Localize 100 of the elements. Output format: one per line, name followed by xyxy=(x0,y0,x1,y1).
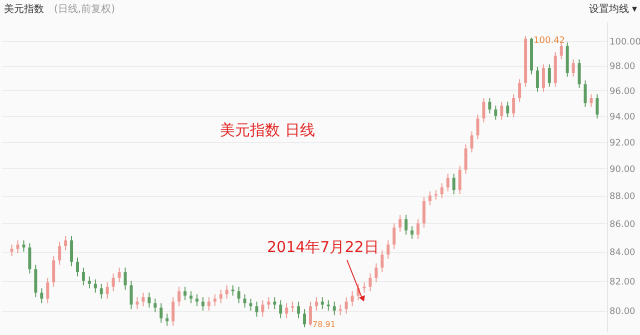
candlestick xyxy=(88,276,91,289)
y-tick-label: 92.00 xyxy=(610,138,636,148)
candlestick xyxy=(338,304,342,316)
candlestick xyxy=(124,267,127,290)
candlestick xyxy=(578,58,581,88)
candlestick xyxy=(314,296,318,312)
annotation: 100.42 xyxy=(534,36,566,46)
text: 设置均线 ▾ xyxy=(588,3,637,15)
candlestick xyxy=(398,214,402,232)
y-tick-label: 94.00 xyxy=(610,112,636,122)
candlestick xyxy=(255,301,258,318)
candlestick xyxy=(261,300,264,318)
candlestick xyxy=(249,298,252,312)
candlestick xyxy=(560,42,563,60)
candlestick xyxy=(470,130,474,153)
candlestick xyxy=(416,218,420,240)
candlestick xyxy=(178,286,181,307)
candlestick xyxy=(291,301,294,313)
candlestick xyxy=(297,301,300,319)
candlestick xyxy=(500,101,504,120)
y-tick-label: 80.00 xyxy=(610,307,636,318)
chart-subtitle: (日线,前复权) xyxy=(54,3,116,15)
candlestick xyxy=(404,214,408,236)
candlestick xyxy=(506,101,510,118)
candlestick xyxy=(273,296,276,310)
candlestick xyxy=(542,64,545,92)
candlestick xyxy=(189,290,192,304)
candlestick xyxy=(195,294,198,307)
candlestick xyxy=(184,286,187,301)
candlestick xyxy=(572,58,575,78)
candlestick xyxy=(82,267,85,286)
candlestick xyxy=(166,313,169,326)
candlestick xyxy=(308,301,312,326)
candlestick xyxy=(392,222,396,250)
candlestick xyxy=(219,289,222,304)
y-tick-label: 88.00 xyxy=(610,192,636,202)
candlestick xyxy=(130,280,133,310)
candlestick xyxy=(213,294,216,307)
candlestick xyxy=(482,98,486,123)
candlestick xyxy=(458,165,462,195)
candlestick xyxy=(512,94,516,118)
candlestick xyxy=(231,284,234,296)
candlestick xyxy=(476,114,480,140)
candlestick xyxy=(374,262,378,283)
candlestick xyxy=(285,302,288,319)
candlestick xyxy=(243,294,246,308)
candlestick xyxy=(590,94,593,108)
candlestick xyxy=(142,292,145,307)
candlestick xyxy=(106,282,109,300)
y-tick-label: 98.00 xyxy=(610,62,636,72)
annotation: 美元指数 日线 xyxy=(220,121,315,139)
candlestick xyxy=(154,298,157,313)
candlestick xyxy=(58,241,62,266)
candlestick xyxy=(172,296,175,326)
candlestick xyxy=(350,290,354,307)
y-tick-label: 82.00 xyxy=(610,277,636,288)
candlestick xyxy=(464,144,468,174)
candlestick xyxy=(28,242,32,274)
chart-title: 美元指数 xyxy=(4,3,44,15)
candlestick xyxy=(34,264,38,298)
candlestick xyxy=(64,236,68,251)
candlestick xyxy=(326,300,330,312)
candlestick xyxy=(112,273,115,292)
candlestick xyxy=(428,190,432,206)
candlestick xyxy=(344,296,348,314)
candlestick xyxy=(452,173,456,195)
y-tick-label: 84.00 xyxy=(610,248,636,258)
candlestick xyxy=(237,286,240,304)
candlestick xyxy=(76,257,79,277)
candlestick xyxy=(536,66,539,92)
candlestick xyxy=(440,182,444,199)
candlestick xyxy=(303,308,306,328)
candlestick xyxy=(16,240,20,254)
candlestick xyxy=(410,226,414,240)
candlestick xyxy=(518,78,522,102)
candlestick xyxy=(225,284,228,300)
candlestick xyxy=(279,300,282,319)
candlestick xyxy=(148,292,151,308)
y-tick-label: 96.00 xyxy=(610,86,636,97)
candlestick xyxy=(488,98,492,114)
candlestick xyxy=(136,296,139,310)
candlestick xyxy=(46,277,50,304)
candlestick xyxy=(494,105,498,120)
candlestick xyxy=(201,296,204,312)
candlestick xyxy=(434,190,438,200)
candlestick xyxy=(332,301,336,316)
candlestick xyxy=(22,240,26,252)
candlestick xyxy=(267,296,270,310)
candlestick xyxy=(422,196,426,228)
candlestick xyxy=(386,240,390,260)
candlestick xyxy=(52,256,56,288)
candlestick xyxy=(320,296,324,310)
candlestick xyxy=(584,80,587,108)
candlestick xyxy=(548,64,551,88)
candlestick xyxy=(596,94,599,119)
y-tick-label: 90.00 xyxy=(610,164,636,175)
candlestick xyxy=(70,236,74,267)
candlestick xyxy=(40,288,44,304)
candlestick xyxy=(368,273,372,292)
candlestick xyxy=(118,267,121,283)
